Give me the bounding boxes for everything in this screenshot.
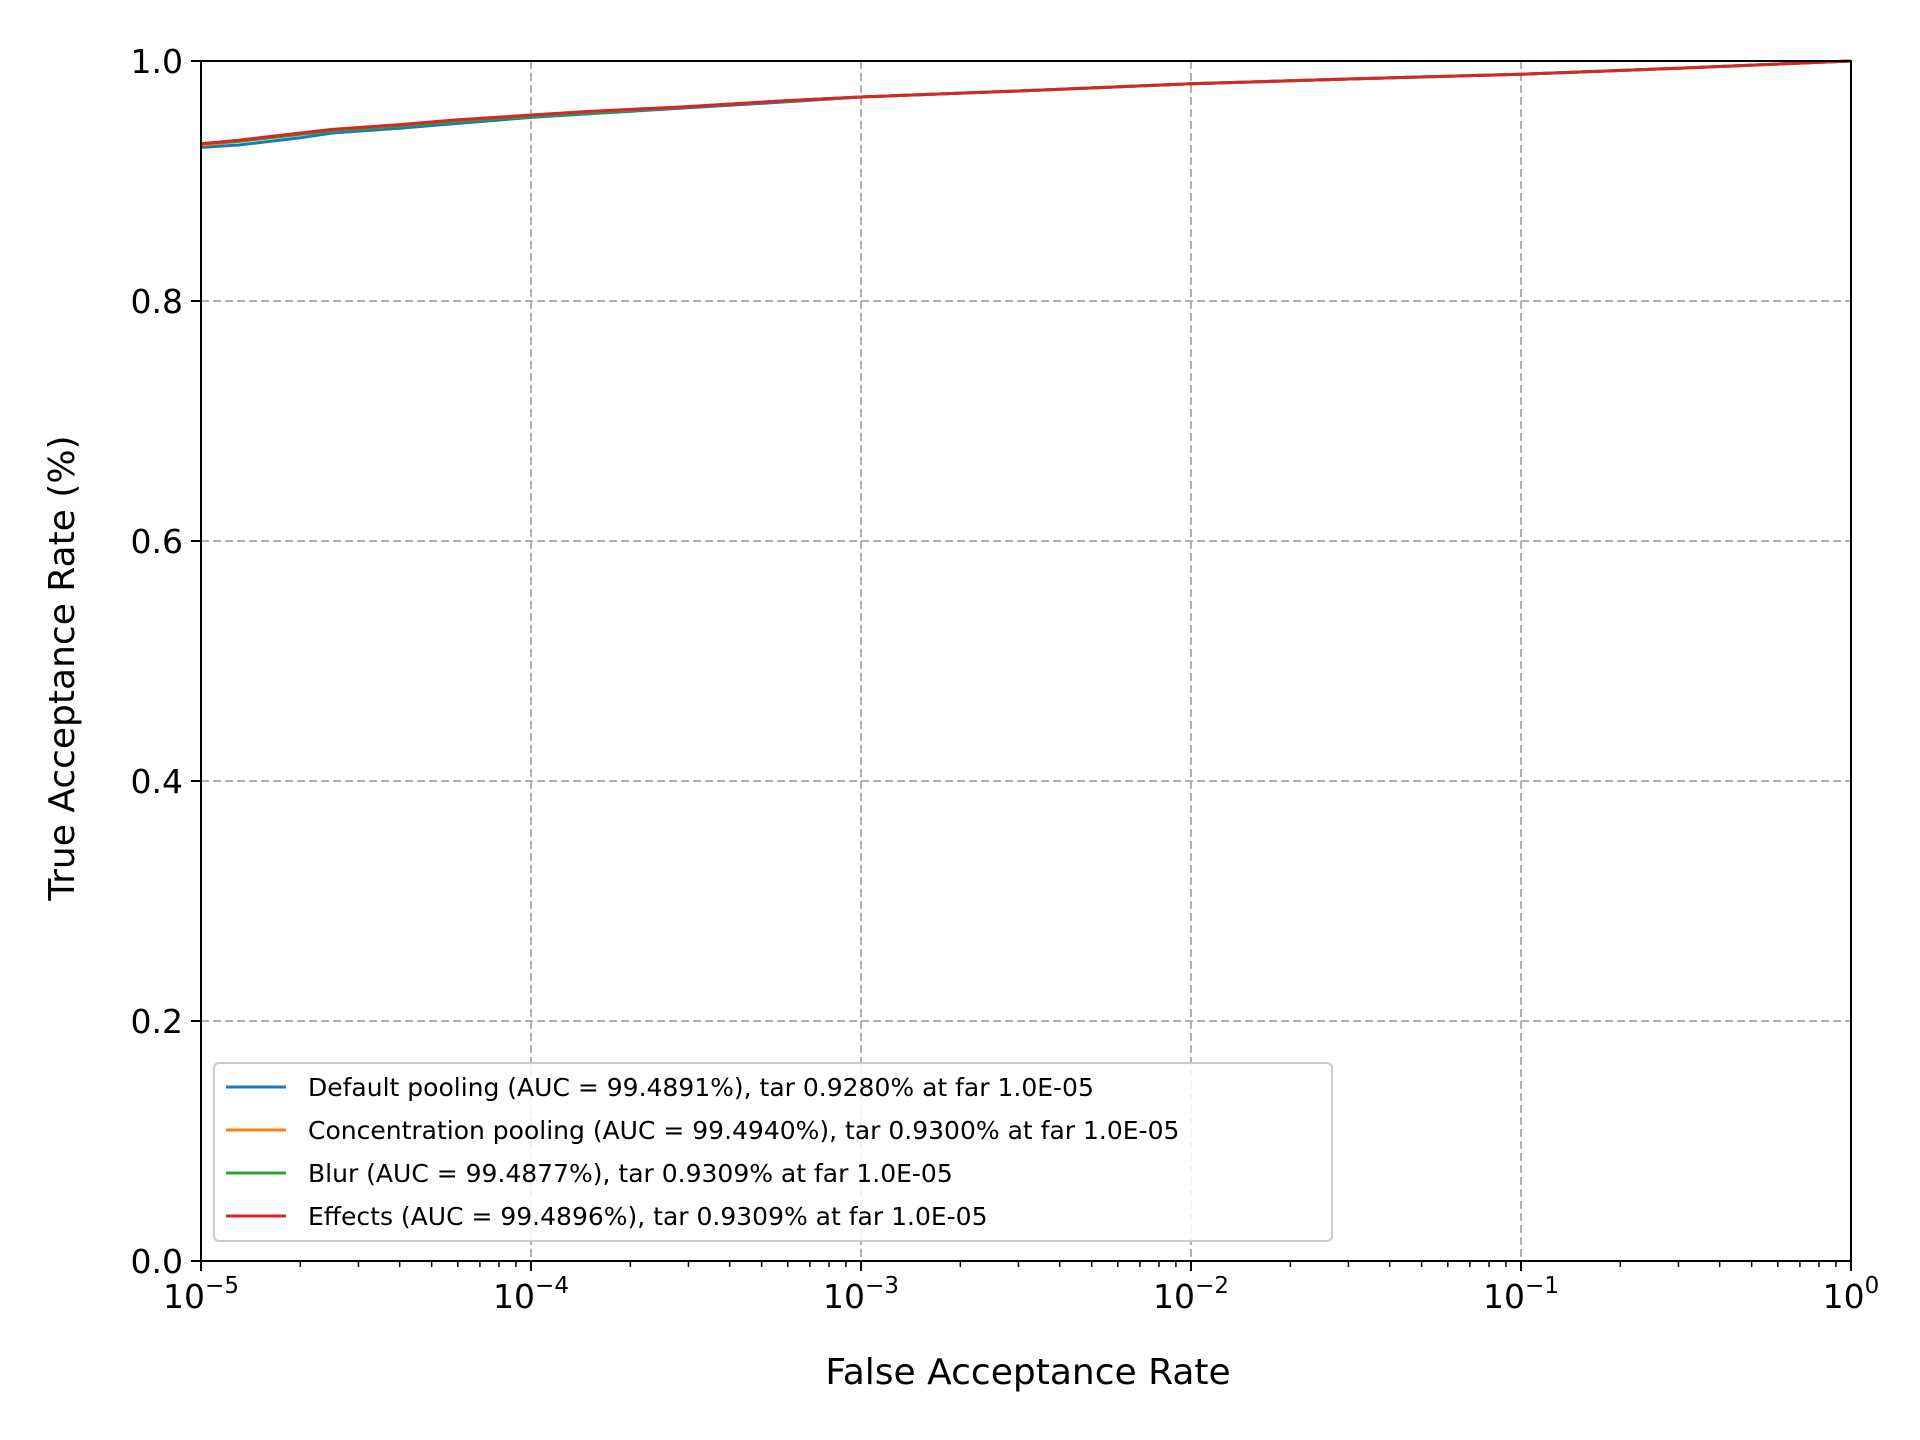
- legend-box: [213, 1062, 1333, 1242]
- legend-entry: Default pooling (AUC = 99.4891%), tar 0.…: [308, 1073, 1094, 1102]
- x-tick-base: 10: [163, 1277, 205, 1316]
- y-tick-label: 0.4: [131, 762, 183, 801]
- grid-lines: [200, 60, 1852, 1262]
- series-line-4: [200, 59, 1852, 146]
- x-tick-exponent: 0: [1865, 1273, 1880, 1299]
- plot-area: [201, 61, 1851, 1261]
- minor-ticks: [299, 1261, 1837, 1267]
- y-axis-label: True Acceptance Rate (%): [42, 435, 83, 901]
- x-tick-base: 10: [823, 1277, 865, 1316]
- x-axis-label: False Acceptance Rate: [825, 1352, 1230, 1393]
- y-tick-label: 0.2: [131, 1002, 183, 1041]
- x-tick-label: 10−4: [493, 1273, 569, 1316]
- x-tick-base: 10: [1153, 1277, 1195, 1316]
- legend: Default pooling (AUC = 99.4891%), tar 0.…: [213, 1062, 1333, 1242]
- x-tick-label: 10−3: [823, 1273, 899, 1316]
- legend-entry: Effects (AUC = 99.4896%), tar 0.9309% at…: [308, 1202, 987, 1231]
- y-tick-label: 0.8: [131, 282, 183, 321]
- x-tick-label: 10−1: [1483, 1273, 1559, 1316]
- x-tick-exponent: −4: [535, 1273, 569, 1299]
- axes: 10−5 10−4 10−3 10−2 10−1 1000.00.20.40.60.81.…: [131, 42, 1880, 1316]
- y-tick-label: 1.0: [131, 42, 183, 81]
- x-tick-exponent: −1: [1525, 1273, 1559, 1299]
- x-tick-exponent: −2: [1195, 1273, 1229, 1299]
- x-tick-base: 10: [1483, 1277, 1525, 1316]
- x-tick-label: 10−2: [1153, 1273, 1229, 1316]
- x-tick-exponent: −5: [205, 1273, 239, 1299]
- x-tick-base: 10: [1823, 1277, 1865, 1316]
- axes-frame: [200, 60, 1852, 1262]
- legend-entry: Blur (AUC = 99.4877%), tar 0.9309% at fa…: [308, 1159, 953, 1188]
- x-tick-label: 10−5: [163, 1273, 239, 1316]
- legend-entry: Concentration pooling (AUC = 99.4940%), …: [308, 1116, 1179, 1145]
- plot-lines: [200, 59, 1852, 149]
- x-tick-exponent: −3: [865, 1273, 899, 1299]
- y-tick-label: 0.6: [131, 522, 183, 561]
- x-tick-label: 100: [1823, 1273, 1880, 1316]
- y-tick-label: 0.0: [131, 1242, 183, 1281]
- x-tick-base: 10: [493, 1277, 535, 1316]
